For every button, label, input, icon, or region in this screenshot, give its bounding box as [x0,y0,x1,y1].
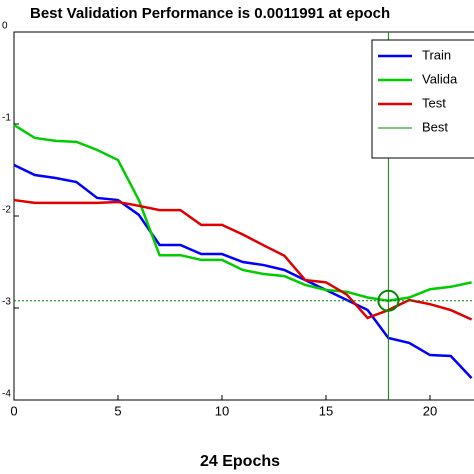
legend-box [371,39,474,159]
x-tick-label: 20 [423,403,437,418]
legend-label: Test [422,95,446,110]
x-tick-label: 0 [10,403,17,418]
y-tick-label: -2 [2,205,11,216]
series-line [13,163,473,379]
x-tick-label: 10 [215,403,229,418]
y-tick-label: 0 [2,21,8,32]
legend-label: Train [422,47,451,62]
y-tick-label: -4 [2,389,11,400]
best-marker [377,289,400,312]
y-tick-label: -3 [2,297,11,308]
chart-title: Best Validation Performance is 0.0011991… [30,5,390,22]
x-tick-label: 15 [319,403,333,418]
y-tick-label: -1 [2,113,11,124]
series-line [13,123,472,303]
legend-label: Valida [422,71,458,86]
legend-label: Best [422,119,448,134]
x-tick-label: 5 [114,403,121,418]
x-axis-label: 24 Epochs [200,453,280,470]
